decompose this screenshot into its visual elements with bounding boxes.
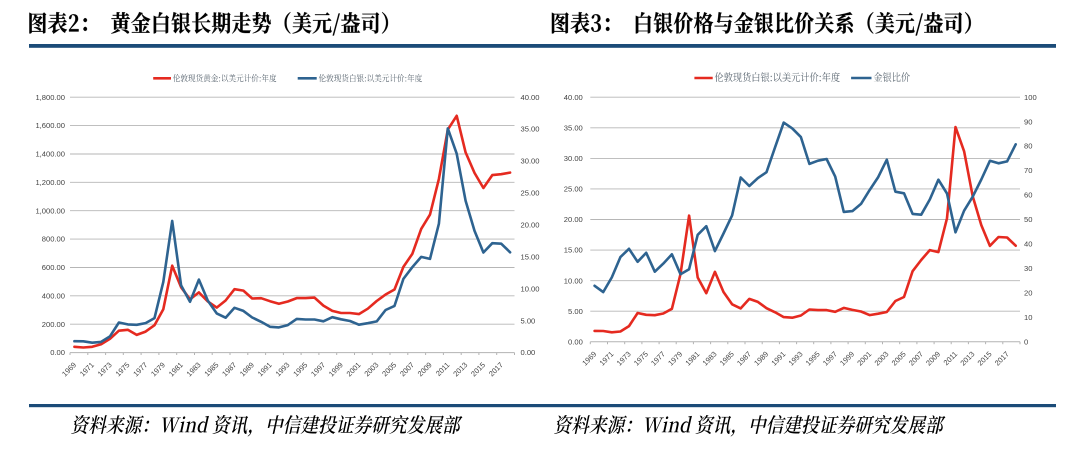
svg-text:1,600.00: 1,600.00 xyxy=(35,121,65,130)
svg-text:30: 30 xyxy=(1024,264,1032,273)
svg-text:40: 40 xyxy=(1024,240,1032,249)
svg-text:90: 90 xyxy=(1024,117,1032,126)
svg-text:5.00: 5.00 xyxy=(521,316,536,325)
svg-text:1,400.00: 1,400.00 xyxy=(35,150,65,159)
svg-text:100: 100 xyxy=(1024,93,1037,102)
svg-text:80: 80 xyxy=(1024,142,1032,151)
svg-text:1,200.00: 1,200.00 xyxy=(35,178,65,187)
svg-text:20.00: 20.00 xyxy=(564,215,583,224)
svg-text:20.00: 20.00 xyxy=(521,221,540,230)
svg-text:0.00: 0.00 xyxy=(568,337,583,346)
svg-text:30.00: 30.00 xyxy=(564,154,583,163)
svg-text:600.00: 600.00 xyxy=(42,263,65,272)
svg-text:60: 60 xyxy=(1024,191,1032,200)
svg-text:15.00: 15.00 xyxy=(564,246,583,255)
svg-text:10.00: 10.00 xyxy=(564,276,583,285)
svg-text:10.00: 10.00 xyxy=(521,284,540,293)
svg-text:1,000.00: 1,000.00 xyxy=(35,206,65,215)
svg-text:15.00: 15.00 xyxy=(521,252,540,261)
svg-text:35.00: 35.00 xyxy=(564,123,583,132)
svg-text:800.00: 800.00 xyxy=(42,235,65,244)
svg-text:10: 10 xyxy=(1024,313,1032,322)
svg-text:30.00: 30.00 xyxy=(521,157,540,166)
svg-text:5.00: 5.00 xyxy=(568,307,583,316)
svg-text:70: 70 xyxy=(1024,166,1032,175)
svg-text:20: 20 xyxy=(1024,289,1032,298)
svg-text:200.00: 200.00 xyxy=(42,320,65,329)
svg-text:0.00: 0.00 xyxy=(521,348,536,357)
svg-text:40.00: 40.00 xyxy=(521,93,540,102)
svg-text:40.00: 40.00 xyxy=(564,93,583,102)
svg-text:25.00: 25.00 xyxy=(564,185,583,194)
svg-text:35.00: 35.00 xyxy=(521,125,540,134)
svg-text:0.00: 0.00 xyxy=(50,348,65,357)
svg-text:50: 50 xyxy=(1024,215,1032,224)
svg-text:1,800.00: 1,800.00 xyxy=(35,93,65,102)
svg-text:0: 0 xyxy=(1024,337,1028,346)
svg-text:25.00: 25.00 xyxy=(521,189,540,198)
svg-text:400.00: 400.00 xyxy=(42,291,65,300)
